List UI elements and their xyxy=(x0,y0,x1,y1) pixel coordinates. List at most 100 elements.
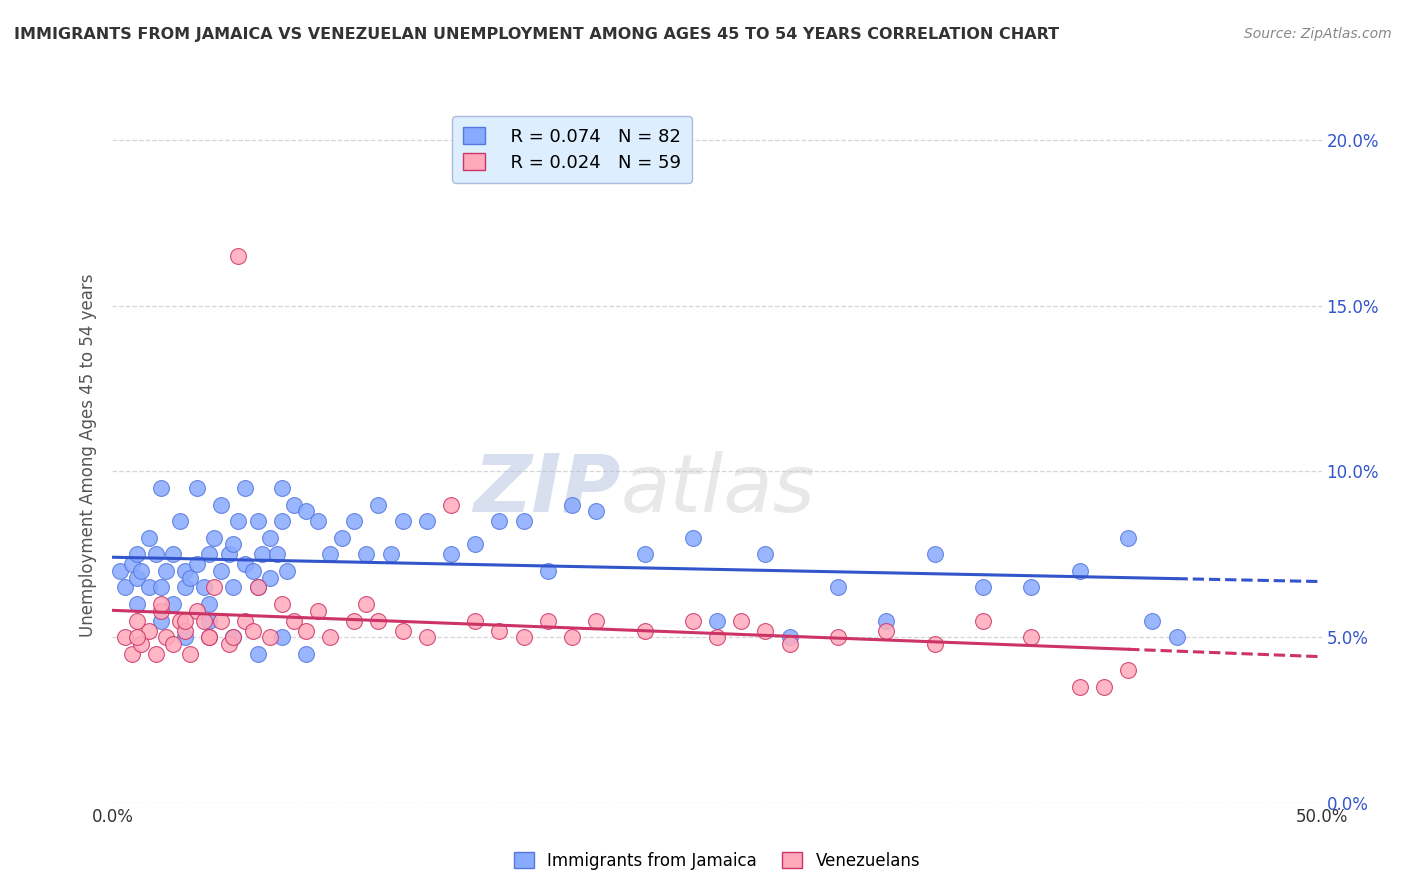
Point xyxy=(226,514,249,528)
Point xyxy=(706,630,728,644)
Point xyxy=(138,624,160,638)
Point xyxy=(633,624,655,638)
Point xyxy=(198,547,221,561)
Point xyxy=(125,570,148,584)
Point xyxy=(242,564,264,578)
Point xyxy=(108,564,131,578)
Point xyxy=(198,614,221,628)
Text: IMMIGRANTS FROM JAMAICA VS VENEZUELAN UNEMPLOYMENT AMONG AGES 45 TO 54 YEARS COR: IMMIGRANTS FROM JAMAICA VS VENEZUELAN UN… xyxy=(14,27,1059,42)
Point xyxy=(827,581,849,595)
Point xyxy=(198,630,221,644)
Point xyxy=(875,624,897,638)
Point xyxy=(416,514,439,528)
Point xyxy=(537,614,560,628)
Point xyxy=(242,624,264,638)
Point xyxy=(246,581,269,595)
Point xyxy=(121,558,143,572)
Point xyxy=(193,581,215,595)
Point xyxy=(155,564,177,578)
Point xyxy=(440,498,463,512)
Point xyxy=(193,614,215,628)
Point xyxy=(174,564,197,578)
Point xyxy=(235,614,257,628)
Point xyxy=(295,647,318,661)
Point xyxy=(270,481,292,495)
Point xyxy=(218,547,240,561)
Point xyxy=(1069,680,1091,694)
Point xyxy=(149,581,172,595)
Point xyxy=(585,504,607,518)
Point xyxy=(270,630,292,644)
Point xyxy=(307,514,329,528)
Point xyxy=(125,630,148,644)
Point xyxy=(246,581,269,595)
Point xyxy=(1142,614,1164,628)
Point xyxy=(162,547,184,561)
Point xyxy=(162,637,184,651)
Point xyxy=(169,614,191,628)
Point xyxy=(561,498,583,512)
Point xyxy=(149,604,172,618)
Point xyxy=(730,614,752,628)
Point xyxy=(356,547,378,561)
Point xyxy=(246,647,269,661)
Point xyxy=(295,504,318,518)
Point xyxy=(149,481,172,495)
Point xyxy=(356,597,378,611)
Point xyxy=(226,249,249,263)
Point xyxy=(561,630,583,644)
Point xyxy=(186,558,208,572)
Point xyxy=(924,637,946,651)
Point xyxy=(149,597,172,611)
Point xyxy=(222,581,245,595)
Point xyxy=(276,564,298,578)
Point xyxy=(145,647,167,661)
Point xyxy=(380,547,402,561)
Point xyxy=(488,624,510,638)
Point xyxy=(246,514,269,528)
Point xyxy=(440,547,463,561)
Point xyxy=(202,531,225,545)
Point xyxy=(145,547,167,561)
Point xyxy=(222,537,245,551)
Point xyxy=(138,581,160,595)
Text: Source: ZipAtlas.com: Source: ZipAtlas.com xyxy=(1244,27,1392,41)
Legend: Immigrants from Jamaica, Venezuelans: Immigrants from Jamaica, Venezuelans xyxy=(506,843,928,878)
Point xyxy=(174,624,197,638)
Point xyxy=(972,614,994,628)
Point xyxy=(138,531,160,545)
Point xyxy=(875,614,897,628)
Point xyxy=(330,531,353,545)
Point xyxy=(1166,630,1188,644)
Point xyxy=(585,614,607,628)
Point xyxy=(633,547,655,561)
Point xyxy=(270,597,292,611)
Point xyxy=(186,481,208,495)
Point xyxy=(186,604,208,618)
Point xyxy=(972,581,994,595)
Point xyxy=(827,630,849,644)
Point xyxy=(131,564,153,578)
Text: atlas: atlas xyxy=(620,450,815,529)
Point xyxy=(174,581,197,595)
Text: ZIP: ZIP xyxy=(472,450,620,529)
Point xyxy=(252,547,274,561)
Point xyxy=(202,581,225,595)
Point xyxy=(1021,581,1043,595)
Point xyxy=(924,547,946,561)
Point xyxy=(125,597,148,611)
Point xyxy=(754,547,776,561)
Point xyxy=(131,637,153,651)
Point xyxy=(391,514,413,528)
Point xyxy=(209,564,232,578)
Point xyxy=(169,514,191,528)
Point xyxy=(307,604,329,618)
Point xyxy=(779,637,801,651)
Point xyxy=(162,597,184,611)
Point xyxy=(125,614,148,628)
Point xyxy=(682,531,704,545)
Point xyxy=(1116,531,1139,545)
Point xyxy=(512,630,534,644)
Point xyxy=(114,630,136,644)
Point xyxy=(319,547,342,561)
